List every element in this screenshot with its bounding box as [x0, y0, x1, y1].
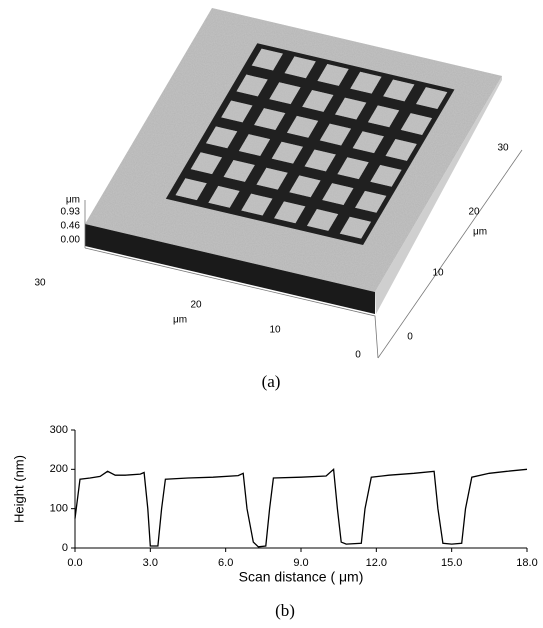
x-tick-label: 9.0: [293, 557, 308, 569]
pattern-cell: [367, 105, 400, 128]
pattern-cell: [306, 209, 339, 231]
afm-surface: [84, 8, 523, 359]
pattern-cell: [337, 157, 369, 180]
axis-label: 0: [407, 332, 413, 343]
pattern-cell: [355, 190, 387, 213]
y-axis-title: Height (nm): [11, 455, 26, 523]
x-tick-label: 12.0: [366, 557, 387, 569]
pattern-cell: [339, 216, 372, 239]
axis-label: 20: [190, 300, 202, 311]
x-tick-label: 18.0: [516, 557, 537, 569]
axis-label: 0.46: [61, 221, 81, 232]
axis-line: [377, 149, 523, 359]
pattern-cell: [271, 141, 303, 164]
y-tick-label: 200: [50, 463, 68, 475]
pattern-cell: [319, 123, 352, 146]
pattern-cell: [205, 126, 238, 149]
pattern-cell: [236, 74, 268, 97]
axis-label: μm: [173, 315, 187, 326]
pattern-cell: [302, 89, 334, 112]
pattern-cell: [322, 183, 354, 205]
x-axis-title: Scan distance ( μm): [239, 569, 364, 585]
pattern-cell: [241, 193, 273, 216]
pattern-cell: [284, 56, 316, 79]
pattern-cell: [254, 108, 286, 131]
pattern-cell: [208, 185, 240, 208]
x-tick-label: 6.0: [218, 557, 233, 569]
axis-line: [84, 247, 379, 359]
pattern-cell: [238, 134, 271, 156]
x-tick-label: 0.0: [67, 557, 82, 569]
axis-label: 30: [497, 143, 509, 154]
pattern-cell: [274, 201, 306, 224]
axis-label: 0.93: [61, 207, 81, 218]
caption-a: (a): [262, 372, 281, 391]
surface-side: [375, 76, 502, 314]
axis-label: 0.00: [61, 235, 81, 246]
y-tick-label: 100: [50, 503, 68, 515]
axis-label: μm: [66, 195, 80, 206]
pattern-grid: [165, 43, 455, 245]
axis-label: 10: [269, 325, 281, 336]
axis-label: 0: [355, 350, 361, 361]
pattern-cell: [223, 160, 255, 182]
pattern-cell: [385, 139, 417, 161]
pattern-cell: [317, 64, 349, 86]
pattern-cell: [269, 82, 301, 105]
pattern-cell: [175, 178, 207, 201]
y-tick-label: 300: [50, 424, 68, 436]
axis-label: 30: [34, 278, 46, 289]
y-tick-label: 0: [62, 542, 68, 554]
axis-label: 10: [432, 268, 444, 279]
pattern-cell: [352, 131, 384, 154]
x-tick-label: 3.0: [143, 557, 158, 569]
x-tick-label: 15.0: [441, 557, 462, 569]
pattern-cell: [190, 152, 222, 175]
pattern-cell: [416, 87, 448, 110]
pattern-cell: [304, 149, 336, 172]
pattern-cell: [350, 71, 382, 94]
pattern-cell: [289, 175, 321, 198]
pattern-cell: [221, 100, 253, 123]
pattern-cell: [335, 97, 367, 120]
axis-label: μm: [473, 227, 487, 238]
pattern-cell: [256, 167, 288, 190]
pattern-cell: [383, 79, 415, 102]
pattern-cell: [251, 48, 283, 71]
caption-b: (b): [275, 601, 295, 620]
surface-front: [85, 224, 375, 314]
pattern-cell: [370, 164, 402, 187]
pattern-cell: [400, 113, 433, 135]
pattern-cell: [286, 115, 319, 138]
profile-line: [74, 467, 528, 548]
axis-label: 20: [468, 207, 480, 218]
